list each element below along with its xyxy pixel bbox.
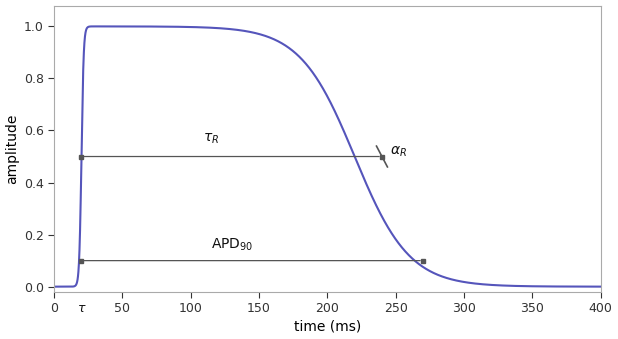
Text: $\tau$: $\tau$ xyxy=(77,302,87,315)
Text: APD$_{90}$: APD$_{90}$ xyxy=(211,236,253,253)
Text: $\tau_R$: $\tau_R$ xyxy=(203,132,219,146)
Y-axis label: amplitude: amplitude xyxy=(6,114,20,184)
Text: $\alpha_R$: $\alpha_R$ xyxy=(390,144,407,159)
X-axis label: time (ms): time (ms) xyxy=(294,319,361,334)
